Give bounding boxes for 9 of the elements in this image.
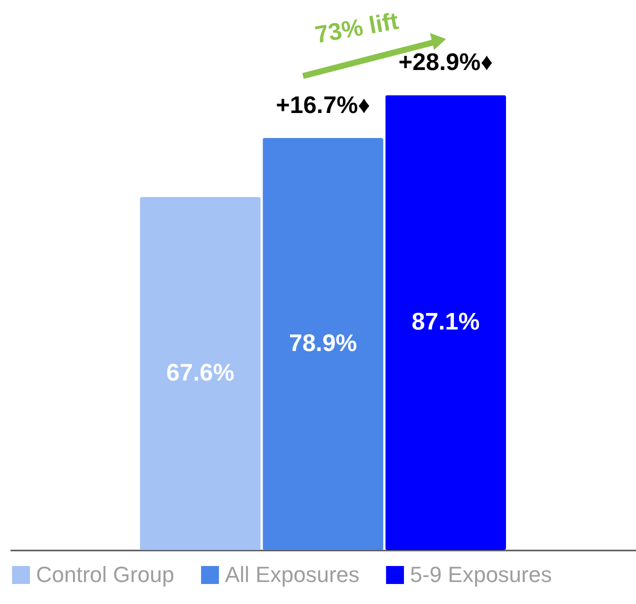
legend-label: All Exposures — [225, 562, 360, 587]
text: +28.9%♦ — [398, 49, 493, 76]
data-label: 78.9% — [288, 330, 358, 357]
annotation: +16.7%♦ — [276, 92, 370, 119]
data-label: 87.1% — [412, 308, 480, 336]
legend-label: Control Group — [36, 562, 174, 587]
data-label: 67.6% — [166, 359, 234, 386]
legend-label: 5-9 Exposures — [410, 562, 552, 587]
text: 73% lift — [313, 8, 401, 50]
